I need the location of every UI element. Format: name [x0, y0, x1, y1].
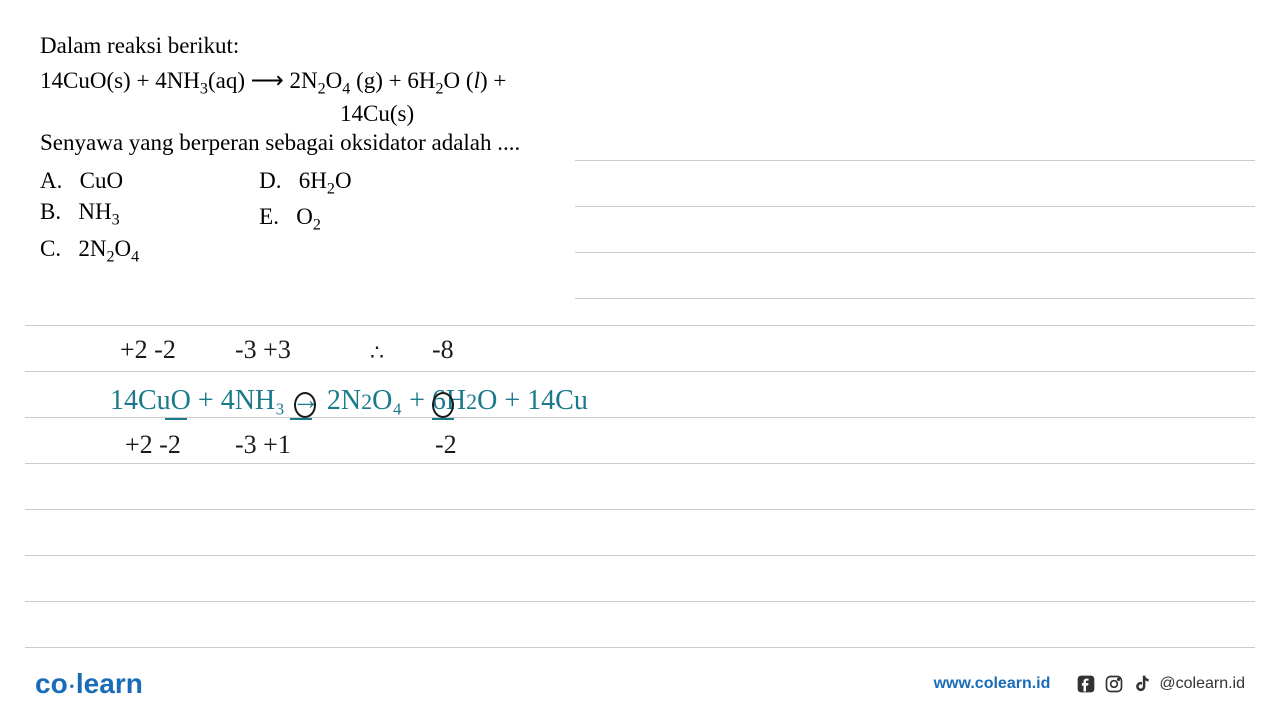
logo-learn: learn [76, 668, 143, 699]
tiktok-icon [1131, 673, 1153, 695]
equation-line1: 14CuO(s) + 4NH3(aq) ⟶ 2N2O4 (g) + 6H2O (… [40, 64, 1240, 101]
options-col2: D. 6H2O E. O2 [259, 166, 351, 269]
hw-underline-2 [290, 418, 312, 420]
notebook-lines-right [575, 160, 1255, 660]
ruled-line [25, 601, 1255, 602]
option-d: D. 6H2O [259, 166, 351, 201]
hw-underline-3 [432, 418, 454, 420]
hw-circle-2 [432, 392, 454, 418]
ruled-line [25, 555, 1255, 556]
ruled-line [25, 325, 1255, 326]
logo-co: co [35, 668, 68, 699]
question-intro: Dalam reaksi berikut: [40, 30, 1240, 62]
ruled-line [25, 371, 1255, 372]
option-b: B. NH3 [40, 197, 139, 232]
hw-ox-bot-2: -3 +1 [235, 430, 291, 460]
instagram-icon [1103, 673, 1125, 695]
hw-colon: ∴ [370, 340, 384, 366]
option-a: A. CuO [40, 166, 139, 196]
option-e: E. O2 [259, 202, 351, 237]
hw-circle-1 [294, 392, 316, 418]
website-url: www.colearn.id [934, 675, 1051, 693]
hw-ox-top-2: -3 +3 [235, 335, 291, 365]
ruled-line [25, 463, 1255, 464]
hw-ox-top-3: -8 [432, 335, 454, 365]
equation-line2: 14Cu(s) [40, 101, 1240, 127]
ruled-line [25, 417, 1255, 418]
facebook-icon [1075, 673, 1097, 695]
options-col1: A. CuO B. NH3 C. 2N2O4 [40, 166, 139, 269]
option-c: C. 2N2O4 [40, 234, 139, 269]
hw-ox-bot-1: +2 -2 [125, 430, 181, 460]
hw-ox-top-1: +2 -2 [120, 335, 176, 365]
footer: co•learn www.colearn.id @colearn.id [0, 668, 1280, 700]
ruled-line [25, 647, 1255, 648]
hw-ox-bot-3: -2 [435, 430, 457, 460]
footer-right: www.colearn.id @colearn.id [934, 673, 1245, 695]
logo: co•learn [35, 668, 143, 700]
hw-equation: 14CuO + 4NH₃ → 2N2O₄ + 6H2O + 14Cu [110, 385, 588, 417]
hw-underline-1 [165, 418, 187, 420]
ruled-line [25, 509, 1255, 510]
social-handle: @colearn.id [1159, 675, 1245, 693]
social-links: @colearn.id [1075, 673, 1245, 695]
question-prompt: Senyawa yang berperan sebagai oksidator … [40, 127, 1240, 159]
